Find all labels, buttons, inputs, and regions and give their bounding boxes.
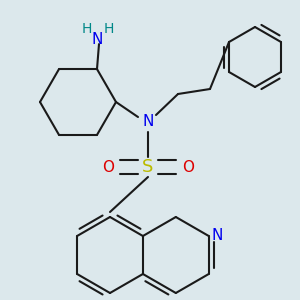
Text: N: N bbox=[211, 229, 222, 244]
Text: H: H bbox=[82, 22, 92, 36]
Text: O: O bbox=[102, 160, 114, 175]
Text: H: H bbox=[104, 22, 114, 36]
Text: O: O bbox=[182, 160, 194, 175]
Text: S: S bbox=[142, 158, 154, 176]
Text: N: N bbox=[142, 115, 154, 130]
Text: N: N bbox=[91, 32, 103, 46]
